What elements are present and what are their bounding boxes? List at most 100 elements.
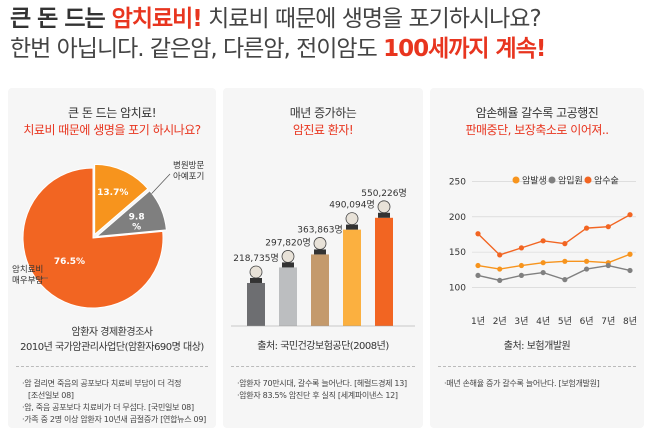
line-xtick-0: 1년 [471,316,485,327]
legend-label-0: 암발생 [522,175,547,187]
panel3-notes: 매년 손해율 증가 갈수록 늘어난다. [보험개발원] [444,378,638,390]
panel1-title-2: 치료비 때문에 생명을 포기 하시나요? [23,123,201,137]
headline-rest-1: 치료비 때문에 생명을 포기하시나요? [201,6,542,32]
panel1-title: 큰 돈 드는 암치료! 치료비 때문에 생명을 포기 하시나요? [8,105,216,139]
series-2-point-1 [497,252,503,258]
headline-accent-2: 100세까지 계속! [383,36,546,62]
bar-1 [279,267,297,326]
series-2-point-6 [605,224,611,230]
headline-line-2: 한번 아닙니다. 같은암, 다른암, 전이암도 100세까지 계속! [10,34,650,64]
panel-treatment-cost: 큰 돈 드는 암치료! 치료비 때문에 생명을 포기 하시나요? 76.5% 13… [8,88,216,428]
panel1-note-0: 암 걸리면 죽음의 공포보다 치료비 부담이 더 걱정 [22,378,210,390]
pie-value-label-1: 13.7% [97,188,128,198]
panel1-note-3: 가족 중 2명 이상 암환자 10년새 곱절증가 [연합뉴스 09] [22,414,210,426]
series-0-point-7 [627,251,633,257]
legend-label-2: 암수술 [594,175,619,187]
series-0-point-5 [583,258,590,264]
panel2-divider [231,366,415,367]
bar-person-body-2 [314,249,326,255]
bar-person-head-0 [249,265,263,279]
panel2-caption: 출처: 국민건강보험공단(2008년) [257,341,389,352]
line-ytick-2: 200 [449,213,466,223]
bar-person-head-3 [345,212,359,226]
bar-0 [247,282,265,326]
series-1-point-7 [627,267,633,274]
line-xtick-2: 3년 [514,316,528,327]
line-xtick-7: 8년 [623,316,637,327]
bar-value-label-4: 550,226명 [361,188,407,199]
series-2-point-0 [475,231,481,237]
bar-3 [343,229,361,326]
line-chart: 100 150 200 250 1년 2년 3년 4년 5년 6년 7년 8년 암발생 암입원 암수술 [449,175,637,328]
line-xtick-6: 7년 [601,316,615,327]
panel1-note-1: [조선일보 08] [28,391,74,400]
series-1-point-2 [518,272,525,279]
bar-person-head-2 [313,237,327,250]
series-2-point-7 [627,212,633,218]
panel1-caption-2: 2010년 국가암관리사업단(암환자690명 대상) [20,342,204,353]
panel1-note-2: 암, 죽음 공포보다 치료비가 더 무섭다. [국민일보 08] [22,402,210,414]
series-0-point-3 [540,260,546,266]
bar-value-label-2: 363,863명 [297,224,343,235]
series-1-point-0 [475,272,481,279]
series-0-point-0 [475,262,481,269]
panel3-title: 암손해율 갈수록 고공행진 판매중단, 보장축소로 이어져.. [430,105,644,139]
bar-person-body-1 [282,262,294,268]
series-0-point-2 [518,262,525,269]
bar-value-label-3: 490,094명 [329,200,375,211]
pie-leader-right [151,173,171,194]
series-2-point-5 [583,225,590,231]
legend-marker-1 [548,176,556,184]
bar-value-label-0: 218,735명 [233,253,279,264]
line-ytick-1: 150 [449,248,466,258]
bar-4 [375,217,393,326]
line-ytick-3: 250 [449,178,466,188]
panel1-divider [16,366,208,367]
series-1-point-4 [562,277,568,283]
bar-person-head-1 [281,250,295,263]
panel3-note-0: 매년 손해율 증가 갈수록 늘어난다. [보험개발원] [444,378,638,390]
panel2-title: 매년 증가하는 암진료 환자! [223,105,423,139]
panel2-note-0: 암환자 70만시대, 갈수록 늘어난다. [헤럴드경제 13] [237,378,417,390]
pie-label-left: 암치료비 매우부담 [12,264,43,286]
bar-person-body-3 [346,224,358,230]
series-line-1 [477,264,631,282]
panel3-divider [438,366,636,367]
series-0-point-1 [497,266,503,272]
bar-value-label-1: 297,820명 [265,237,311,248]
pie-slice-0 [22,167,164,309]
pie-value-label-0: 76.5% [54,257,85,267]
panel1-caption-1: 암환자 경제환경조사 [71,327,153,338]
panel2-note-1: 암환자 83.5% 암진단 후 실직 [세계파이낸스 12] [237,390,417,402]
series-0-point-4 [562,258,568,264]
pie-label-right: 병원방문 아예포기 [173,160,204,182]
series-2-point-4 [562,241,568,247]
headline-bold: 큰 돈 드는 [10,6,112,32]
line-xtick-4: 5년 [558,316,572,327]
panel2-notes: 암환자 70만시대, 갈수록 늘어난다. [헤럴드경제 13]암환자 83.5%… [237,378,417,402]
headline: 큰 돈 드는 암치료비! 치료비 때문에 생명을 포기하시나요? 한번 아닙니다… [10,4,650,64]
panel2-title-1: 매년 증가하는 [289,106,357,120]
line-xtick-1: 2년 [493,316,507,327]
headline-line-1: 큰 돈 드는 암치료비! 치료비 때문에 생명을 포기하시나요? [10,4,650,34]
headline-accent-1: 암치료비! [111,6,203,32]
series-1-point-1 [497,277,503,283]
panel-loss-ratio: 암손해율 갈수록 고공행진 판매중단, 보장축소로 이어져.. 100 150 20… [430,88,644,428]
bar-person-body-0 [250,277,262,283]
legend-marker-2 [584,176,592,184]
series-2-point-2 [518,245,525,251]
line-ytick-0: 100 [449,283,466,293]
series-1-point-3 [540,269,546,276]
pie-slice-1 [94,163,149,236]
panel3-caption: 출처: 보험개발원 [503,341,571,352]
legend-marker-0 [512,176,520,184]
bar-person-head-4 [377,200,391,214]
line-xtick-3: 4년 [536,316,550,327]
bar-2 [311,254,329,326]
series-line-0 [477,253,631,270]
series-1-point-5 [583,266,590,272]
panel1-notes: 암 걸리면 죽음의 공포보다 치료비 부담이 더 걱정[조선일보 08] 암, 죽… [22,378,210,426]
series-line-2 [477,214,631,256]
